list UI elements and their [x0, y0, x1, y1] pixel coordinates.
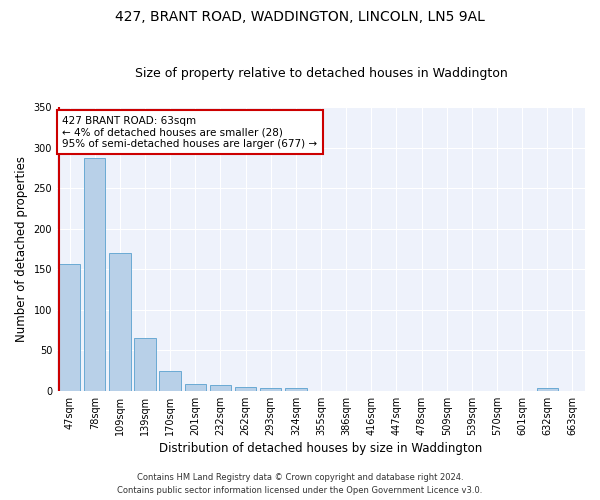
Bar	[84, 158, 106, 391]
Bar	[185, 384, 206, 391]
Bar	[109, 253, 131, 391]
Bar	[59, 264, 80, 391]
Bar	[160, 370, 181, 391]
Bar	[235, 387, 256, 391]
Bar	[134, 338, 156, 391]
Bar	[536, 388, 558, 391]
Text: Contains HM Land Registry data © Crown copyright and database right 2024.
Contai: Contains HM Land Registry data © Crown c…	[118, 474, 482, 495]
X-axis label: Distribution of detached houses by size in Waddington: Distribution of detached houses by size …	[160, 442, 482, 455]
Text: 427, BRANT ROAD, WADDINGTON, LINCOLN, LN5 9AL: 427, BRANT ROAD, WADDINGTON, LINCOLN, LN…	[115, 10, 485, 24]
Bar	[285, 388, 307, 391]
Title: Size of property relative to detached houses in Waddington: Size of property relative to detached ho…	[134, 66, 508, 80]
Bar	[210, 385, 231, 391]
Text: 427 BRANT ROAD: 63sqm
← 4% of detached houses are smaller (28)
95% of semi-detac: 427 BRANT ROAD: 63sqm ← 4% of detached h…	[62, 116, 317, 149]
Y-axis label: Number of detached properties: Number of detached properties	[15, 156, 28, 342]
Bar	[260, 388, 281, 391]
